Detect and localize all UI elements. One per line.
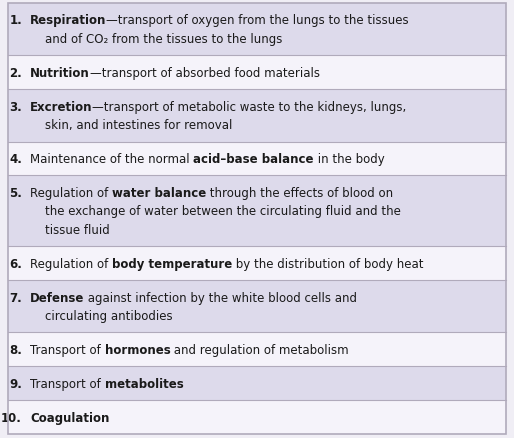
Text: Transport of: Transport of: [30, 377, 104, 390]
Text: 6.: 6.: [9, 257, 22, 270]
Text: Excretion: Excretion: [30, 100, 93, 113]
Text: Regulation of: Regulation of: [30, 187, 112, 199]
Text: tissue fluid: tissue fluid: [30, 223, 110, 237]
Text: 9.: 9.: [9, 377, 22, 390]
Text: Maintenance of the normal: Maintenance of the normal: [30, 152, 193, 166]
Text: Regulation of: Regulation of: [30, 257, 112, 270]
Bar: [8, 176, 506, 247]
Bar: [8, 400, 506, 434]
Text: 1.: 1.: [9, 14, 22, 27]
Text: 7.: 7.: [9, 291, 22, 304]
Text: and of CO₂ from the tissues to the lungs: and of CO₂ from the tissues to the lungs: [30, 33, 282, 46]
Text: 5.: 5.: [9, 187, 22, 199]
Text: water balance: water balance: [112, 187, 206, 199]
Text: circulating antibodies: circulating antibodies: [30, 309, 173, 322]
Text: the exchange of water between the circulating fluid and the: the exchange of water between the circul…: [30, 205, 401, 218]
Bar: [8, 280, 506, 333]
Text: —transport of oxygen from the lungs to the tissues: —transport of oxygen from the lungs to t…: [106, 14, 409, 27]
Text: body temperature: body temperature: [112, 257, 232, 270]
Text: acid–base balance: acid–base balance: [193, 152, 314, 166]
Bar: [8, 247, 506, 280]
Text: 4.: 4.: [9, 152, 22, 166]
Text: and regulation of metabolism: and regulation of metabolism: [170, 343, 349, 356]
Text: 10.: 10.: [1, 411, 22, 424]
Bar: [8, 142, 506, 176]
Text: against infection by the white blood cells and: against infection by the white blood cel…: [84, 291, 357, 304]
Text: skin, and intestines for removal: skin, and intestines for removal: [30, 119, 232, 132]
Text: metabolites: metabolites: [104, 377, 183, 390]
Bar: [8, 333, 506, 367]
Bar: [8, 4, 506, 56]
Text: hormones: hormones: [104, 343, 170, 356]
Text: —transport of absorbed food materials: —transport of absorbed food materials: [90, 67, 320, 80]
Text: 3.: 3.: [9, 100, 22, 113]
Text: by the distribution of body heat: by the distribution of body heat: [232, 257, 424, 270]
Bar: [8, 56, 506, 90]
Text: Coagulation: Coagulation: [30, 411, 109, 424]
Text: 2.: 2.: [9, 67, 22, 80]
Text: —transport of metabolic waste to the kidneys, lungs,: —transport of metabolic waste to the kid…: [93, 100, 407, 113]
Bar: [8, 90, 506, 142]
Text: Transport of: Transport of: [30, 343, 104, 356]
Text: in the body: in the body: [314, 152, 384, 166]
Text: Nutrition: Nutrition: [30, 67, 90, 80]
Text: Respiration: Respiration: [30, 14, 106, 27]
Bar: [8, 367, 506, 400]
Text: through the effects of blood on: through the effects of blood on: [206, 187, 393, 199]
Text: Defense: Defense: [30, 291, 84, 304]
Text: 8.: 8.: [9, 343, 22, 356]
